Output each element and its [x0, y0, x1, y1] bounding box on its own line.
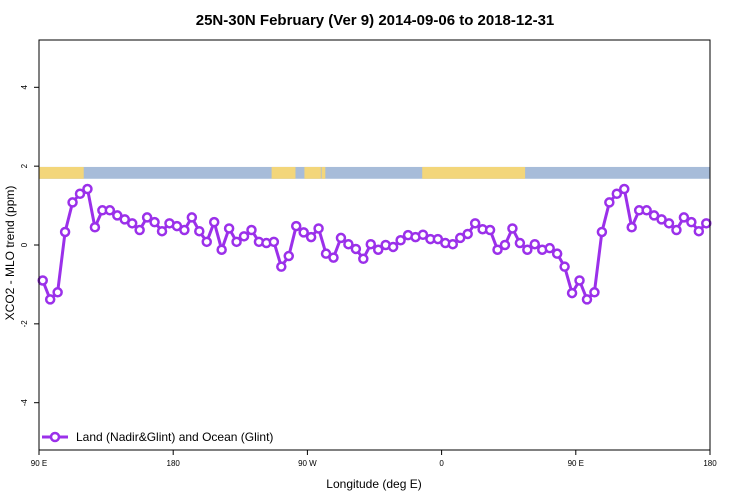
data-point	[522, 244, 533, 255]
data-point	[589, 287, 600, 298]
y-axis-label: XCO2 - MLO trend (ppm)	[3, 186, 17, 321]
data-point	[395, 235, 406, 246]
y-tick-label: -2	[20, 320, 29, 328]
data-point	[566, 287, 578, 299]
x-tick-label: 180	[167, 459, 181, 468]
land-segment	[321, 166, 326, 179]
data-point	[74, 188, 86, 199]
data-point	[551, 248, 563, 259]
data-point	[186, 212, 198, 223]
y-tick-label: 2	[20, 163, 29, 168]
data-point	[492, 244, 503, 255]
land-segment	[304, 166, 321, 179]
data-point	[358, 253, 369, 265]
data-point	[671, 224, 682, 236]
data-point	[223, 223, 235, 234]
data-point	[611, 188, 623, 199]
land-segment	[271, 166, 296, 179]
legend-marker	[49, 431, 61, 443]
data-point	[417, 229, 429, 240]
data-point	[581, 294, 593, 305]
data-point	[104, 205, 116, 216]
data-point	[686, 216, 697, 228]
data-point	[231, 236, 242, 248]
data-point	[52, 287, 63, 298]
data-point	[514, 237, 526, 249]
chart-title: 25N-30N February (Ver 9) 2014-09-06 to 2…	[196, 12, 555, 29]
data-point	[343, 238, 354, 250]
data-point	[126, 218, 138, 229]
data-point	[328, 252, 339, 263]
data-point	[641, 205, 652, 216]
data-point	[484, 224, 496, 236]
x-tick-label: 0	[439, 459, 444, 468]
land-segment	[39, 166, 84, 179]
data-point	[619, 183, 630, 195]
data-point	[469, 218, 481, 229]
data-point	[544, 242, 555, 254]
data-point	[701, 218, 712, 229]
data-point	[559, 261, 570, 272]
data-point	[283, 250, 295, 262]
x-tick-label: 90 E	[31, 459, 47, 468]
data-point	[201, 236, 212, 248]
land-ocean-band	[39, 166, 710, 179]
ocean-band	[39, 166, 710, 179]
data-point	[574, 275, 585, 286]
data-point	[462, 228, 473, 240]
x-axis: 90 E 180 90 W 0 90 E 180	[31, 450, 717, 468]
data-point	[693, 225, 705, 237]
x-tick-label: 90 W	[298, 459, 317, 468]
data-point	[82, 183, 93, 195]
data-point	[447, 238, 459, 250]
data-point	[663, 218, 675, 229]
data-point	[387, 241, 399, 253]
data-point	[179, 224, 190, 236]
data-point	[372, 244, 384, 255]
data-point	[365, 238, 377, 250]
data-point	[335, 232, 347, 244]
data-point	[529, 238, 541, 250]
y-tick-label: 4	[20, 85, 29, 90]
data-point	[44, 294, 56, 305]
data-point	[149, 216, 160, 228]
y-axis: -4 -2 0 2 4	[20, 85, 39, 407]
data-point	[678, 212, 690, 223]
series-layer	[37, 183, 712, 305]
data-point	[604, 197, 615, 208]
data-point	[305, 231, 317, 243]
data-point	[596, 226, 608, 238]
land-segment	[422, 166, 526, 179]
data-point	[238, 231, 250, 242]
data-point	[507, 223, 518, 234]
data-point	[37, 275, 48, 286]
data-point	[89, 222, 101, 233]
data-point	[67, 197, 78, 208]
data-point	[194, 225, 205, 237]
data-point	[246, 224, 257, 236]
data-point	[268, 236, 280, 248]
data-point	[156, 225, 168, 237]
data-point	[134, 224, 145, 236]
data-point	[290, 220, 302, 232]
x-tick-label: 90 E	[568, 459, 584, 468]
data-point	[141, 212, 153, 223]
legend-label: Land (Nadir&Glint) and Ocean (Glint)	[76, 430, 273, 444]
data-point	[216, 244, 227, 255]
x-tick-label: 180	[703, 459, 717, 468]
data-point	[59, 226, 71, 238]
legend: Land (Nadir&Glint) and Ocean (Glint)	[42, 430, 273, 444]
data-point	[499, 239, 511, 251]
data-point	[313, 223, 324, 234]
y-tick-label: -4	[20, 399, 29, 407]
data-point	[276, 261, 287, 272]
x-axis-label: Longitude (deg E)	[326, 477, 421, 491]
data-point	[350, 243, 362, 255]
data-point	[626, 222, 637, 233]
y-tick-label: 0	[20, 242, 29, 247]
data-point	[298, 227, 309, 238]
data-point	[208, 216, 220, 228]
